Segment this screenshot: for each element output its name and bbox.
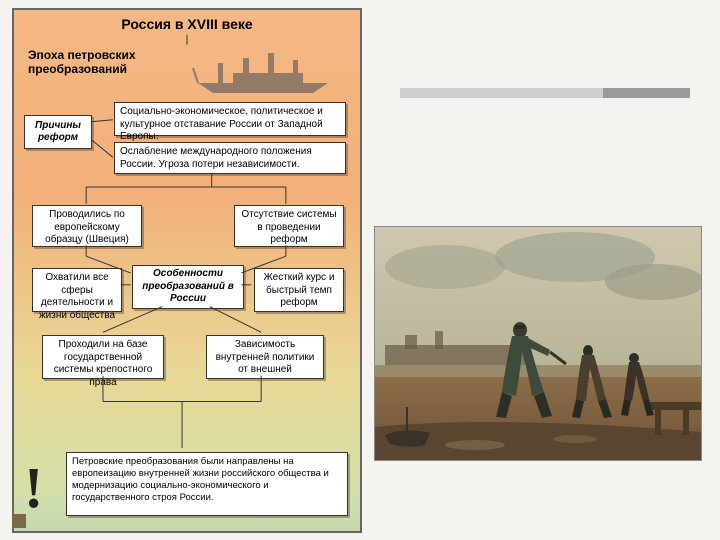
ship-icon xyxy=(188,38,338,98)
feature-box-5: Проходили на базе государственной систем… xyxy=(42,335,164,379)
summary-box: Петровские преобразования были направлен… xyxy=(66,452,348,516)
diagram-title: Россия в XVIII веке xyxy=(14,16,360,32)
cause-box-1: Социально-экономическое, политическое и … xyxy=(114,102,346,136)
diagram-subtitle: Эпоха петровских преобразований xyxy=(28,48,188,77)
feature-box-4: Жесткий курс и быстрый темп реформ xyxy=(254,268,344,312)
features-label: Особенности преобразований в России xyxy=(132,265,244,309)
feature-box-6: Зависимость внутренней политики от внешн… xyxy=(206,335,324,379)
feature-box-2: Отсутствие системы в проведении реформ xyxy=(234,205,344,247)
causes-label: Причины реформ xyxy=(24,115,92,149)
feature-box-3: Охватили все сферы деятельности и жизни … xyxy=(32,268,122,312)
feature-box-1: Проводились по европейскому образцу (Шве… xyxy=(32,205,142,247)
painting-svg xyxy=(375,227,702,461)
cause-box-2: Ослабление международного положения Росс… xyxy=(114,142,346,174)
painting-image xyxy=(374,226,702,461)
decor-bar xyxy=(400,88,690,98)
corner-square xyxy=(12,514,26,528)
diagram-panel: Россия в XVIII веке Эпоха петровских пре… xyxy=(12,8,362,533)
exclaim-icon: ! xyxy=(24,459,43,517)
